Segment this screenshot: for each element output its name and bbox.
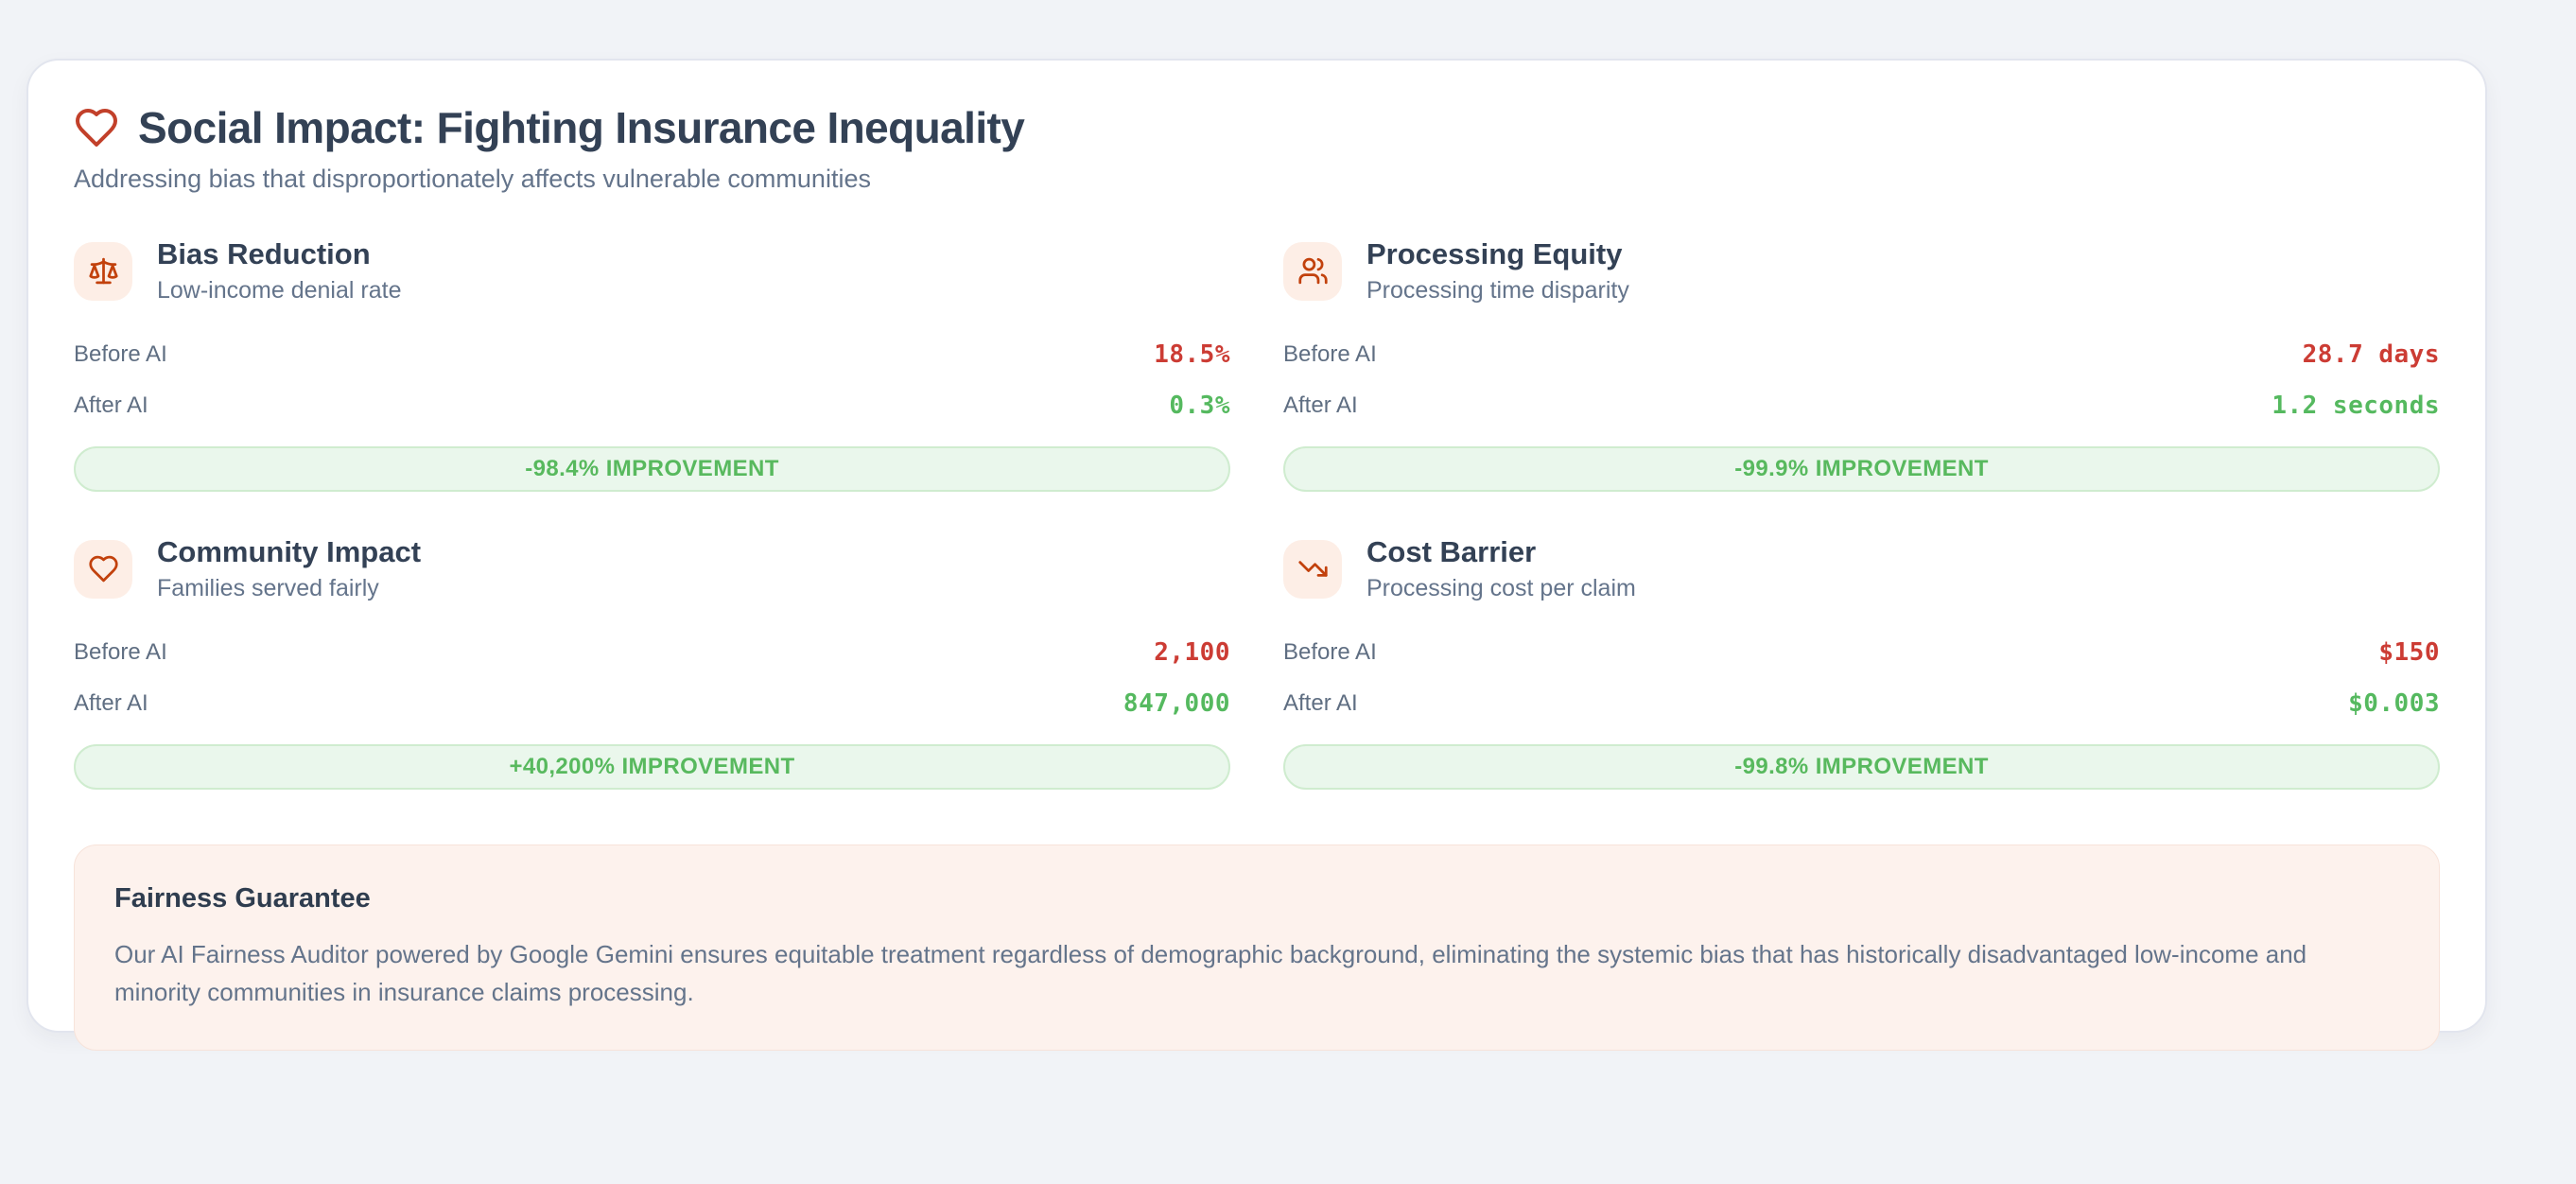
metric-bias-reduction: Bias Reduction Low-income denial rate Be… bbox=[74, 237, 1230, 492]
fairness-body: Our AI Fairness Auditor powered by Googl… bbox=[114, 940, 2307, 1007]
metric-header-text: Community Impact Families served fairly bbox=[157, 535, 421, 602]
metrics-grid: Bias Reduction Low-income denial rate Be… bbox=[74, 237, 2440, 790]
after-ai-value: 1.2 seconds bbox=[2271, 392, 2440, 420]
before-ai-value: $150 bbox=[2378, 638, 2440, 667]
after-ai-row: After AI $0.003 bbox=[1283, 678, 2440, 729]
icon-tile bbox=[1283, 539, 1342, 599]
after-ai-row: After AI 0.3% bbox=[74, 380, 1230, 431]
before-ai-value: 2,100 bbox=[1154, 638, 1230, 667]
fairness-guarantee-box: Fairness Guarantee Our AI Fairness Audit… bbox=[74, 844, 2440, 1051]
after-ai-label: After AI bbox=[74, 690, 148, 716]
improvement-badge: -99.9% IMPROVEMENT bbox=[1283, 446, 2440, 492]
metric-subtitle: Low-income denial rate bbox=[157, 277, 402, 304]
before-ai-label: Before AI bbox=[74, 639, 167, 665]
heart-icon bbox=[74, 105, 119, 150]
metric-rows: Before AI 18.5% After AI 0.3% bbox=[74, 329, 1230, 431]
metric-header: Bias Reduction Low-income denial rate bbox=[74, 237, 1230, 305]
metric-cost-barrier: Cost Barrier Processing cost per claim B… bbox=[1283, 535, 2440, 790]
metric-rows: Before AI 2,100 After AI 847,000 bbox=[74, 627, 1230, 729]
before-ai-row: Before AI 2,100 bbox=[74, 627, 1230, 678]
metric-processing-equity: Processing Equity Processing time dispar… bbox=[1283, 237, 2440, 492]
before-ai-value: 18.5% bbox=[1154, 340, 1230, 369]
scale-icon bbox=[88, 255, 119, 287]
improvement-badge: -99.8% IMPROVEMENT bbox=[1283, 744, 2440, 790]
metric-header-text: Cost Barrier Processing cost per claim bbox=[1366, 535, 1636, 602]
icon-tile bbox=[74, 241, 132, 301]
after-ai-value: $0.003 bbox=[2348, 689, 2440, 718]
before-ai-label: Before AI bbox=[1283, 341, 1377, 367]
metric-community-impact: Community Impact Families served fairly … bbox=[74, 535, 1230, 790]
before-ai-row: Before AI $150 bbox=[1283, 627, 2440, 678]
metric-subtitle: Processing cost per claim bbox=[1366, 575, 1636, 601]
trending-down-icon bbox=[1297, 553, 1329, 584]
after-ai-value: 847,000 bbox=[1123, 689, 1230, 718]
metric-title: Processing Equity bbox=[1366, 237, 1623, 270]
metric-header: Cost Barrier Processing cost per claim bbox=[1283, 535, 2440, 602]
after-ai-label: After AI bbox=[74, 392, 148, 418]
after-ai-label: After AI bbox=[1283, 392, 1358, 418]
metric-header-text: Processing Equity Processing time dispar… bbox=[1366, 237, 1629, 305]
metric-title: Bias Reduction bbox=[157, 237, 371, 270]
page-subtitle: Addressing bias that disproportionately … bbox=[74, 165, 871, 193]
page-title: Social Impact: Fighting Insurance Inequa… bbox=[138, 103, 1025, 152]
metric-title: Cost Barrier bbox=[1366, 535, 1537, 568]
icon-tile bbox=[1283, 241, 1342, 301]
heart-icon bbox=[88, 553, 119, 584]
metric-rows: Before AI $150 After AI $0.003 bbox=[1283, 627, 2440, 729]
metric-header: Processing Equity Processing time dispar… bbox=[1283, 237, 2440, 305]
metric-rows: Before AI 28.7 days After AI 1.2 seconds bbox=[1283, 329, 2440, 431]
panel-header: Social Impact: Fighting Insurance Inequa… bbox=[74, 102, 2440, 153]
metric-subtitle: Families served fairly bbox=[157, 575, 379, 601]
metric-header-text: Bias Reduction Low-income denial rate bbox=[157, 237, 401, 305]
before-ai-value: 28.7 days bbox=[2302, 340, 2440, 369]
before-ai-label: Before AI bbox=[74, 341, 167, 367]
improvement-badge: +40,200% IMPROVEMENT bbox=[74, 744, 1230, 790]
after-ai-label: After AI bbox=[1283, 690, 1358, 716]
users-icon bbox=[1297, 255, 1329, 287]
social-impact-panel: Social Impact: Fighting Insurance Inequa… bbox=[26, 59, 2487, 1051]
before-ai-row: Before AI 28.7 days bbox=[1283, 329, 2440, 380]
metric-title: Community Impact bbox=[157, 535, 422, 568]
fairness-title: Fairness Guarantee bbox=[114, 883, 371, 914]
before-ai-label: Before AI bbox=[1283, 639, 1377, 665]
metric-header: Community Impact Families served fairly bbox=[74, 535, 1230, 602]
after-ai-row: After AI 1.2 seconds bbox=[1283, 380, 2440, 431]
improvement-badge: -98.4% IMPROVEMENT bbox=[74, 446, 1230, 492]
after-ai-row: After AI 847,000 bbox=[74, 678, 1230, 729]
before-ai-row: Before AI 18.5% bbox=[74, 329, 1230, 380]
metric-subtitle: Processing time disparity bbox=[1366, 277, 1629, 304]
after-ai-value: 0.3% bbox=[1169, 392, 1230, 420]
icon-tile bbox=[74, 539, 132, 599]
